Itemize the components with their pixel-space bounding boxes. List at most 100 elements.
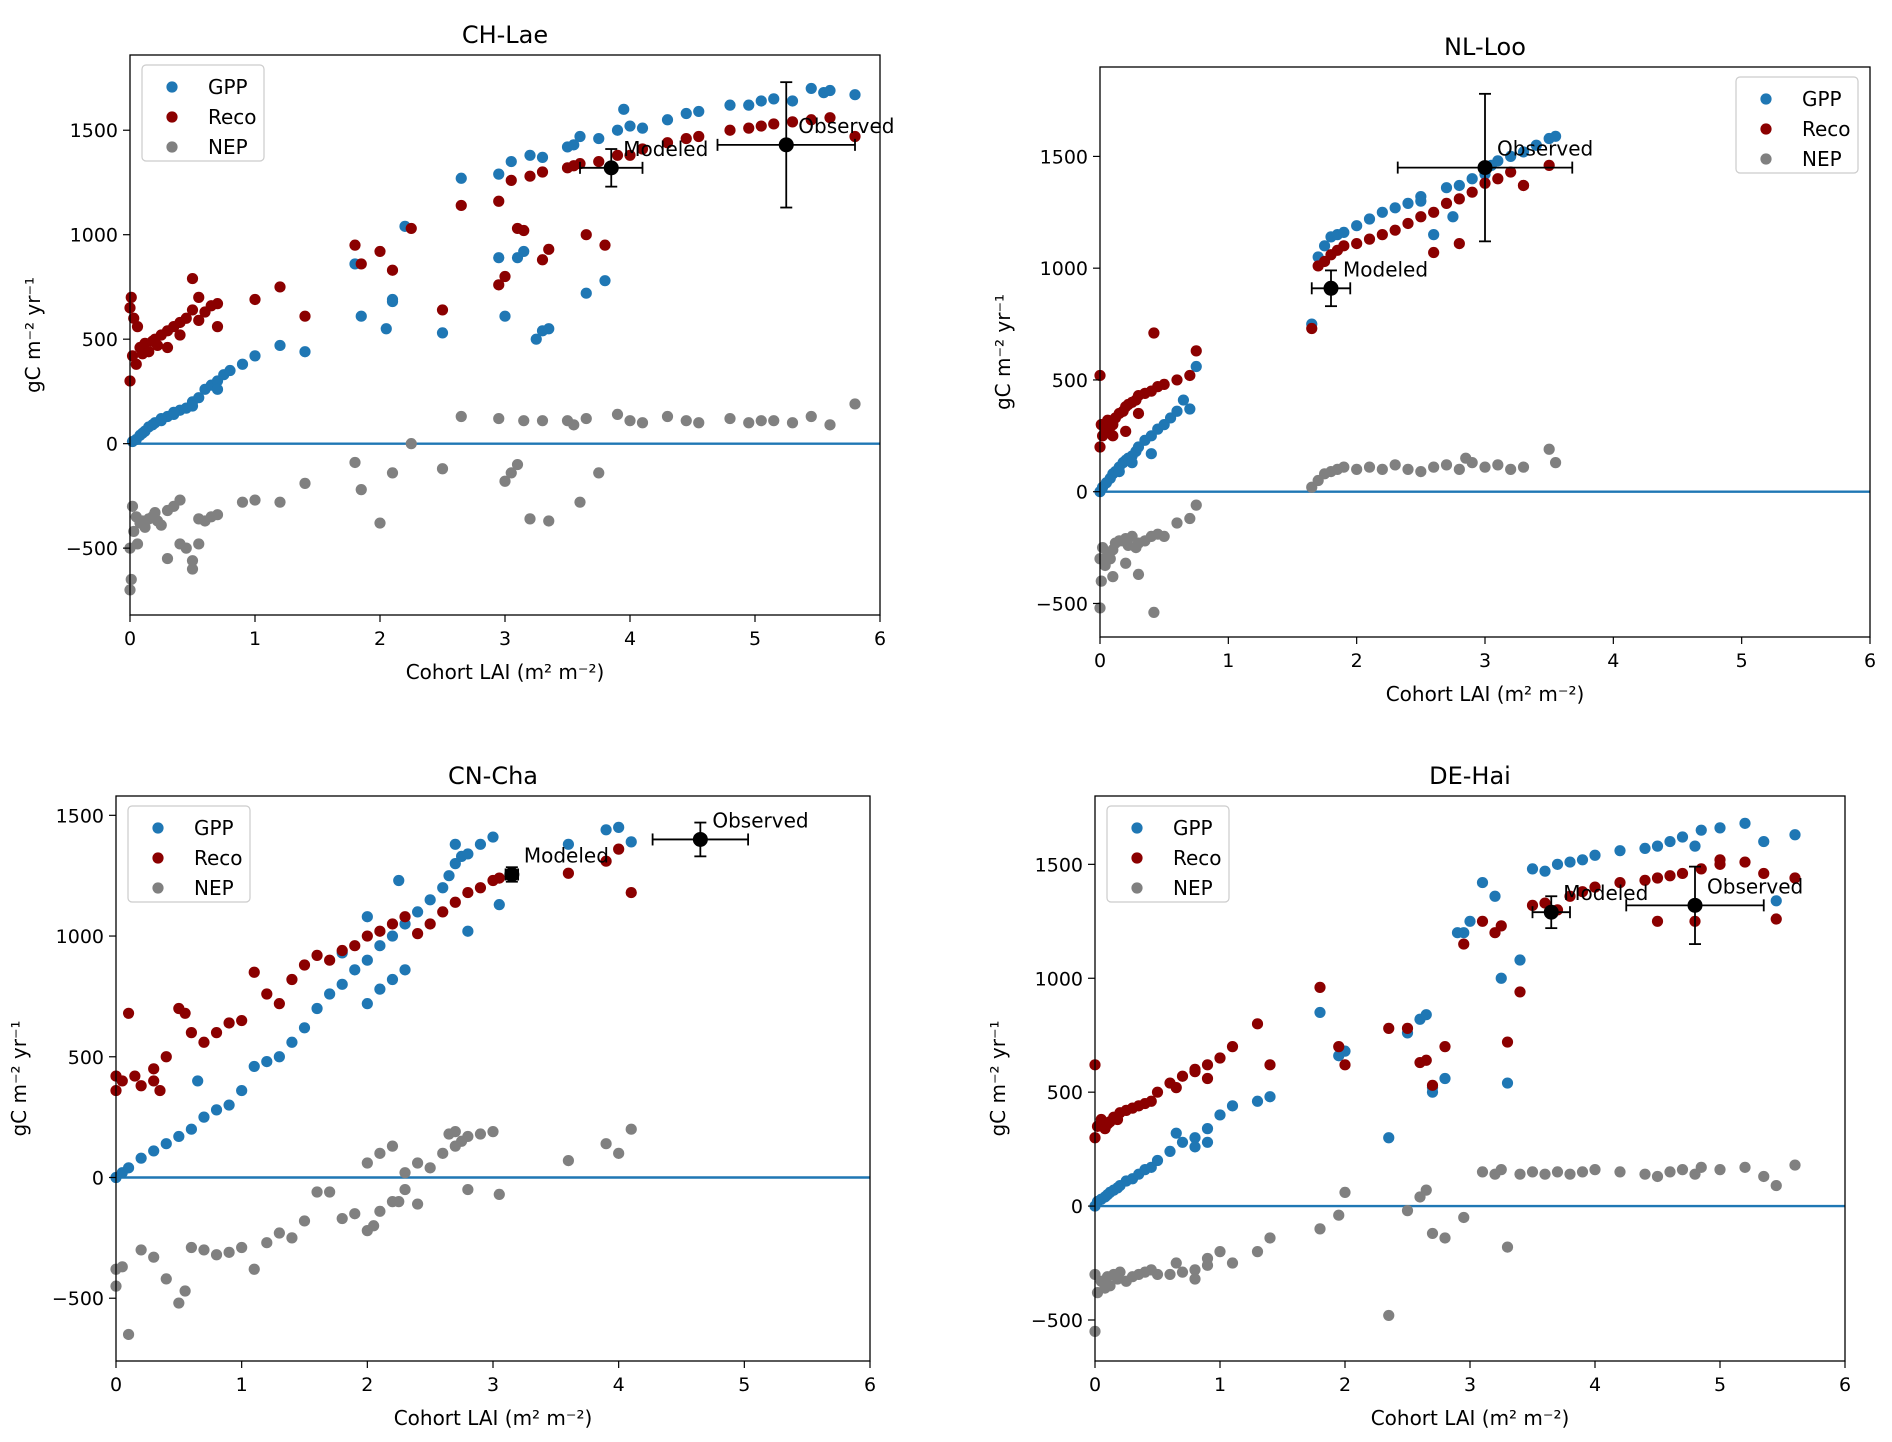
series-reco bbox=[124, 112, 861, 387]
y-tick-label: 500 bbox=[68, 1047, 104, 1069]
data-point-reco bbox=[755, 120, 767, 132]
data-point-nep bbox=[1314, 1223, 1326, 1235]
data-point-gpp bbox=[236, 1084, 248, 1097]
annotation-label: Observed bbox=[712, 808, 808, 832]
data-point-reco bbox=[613, 843, 625, 855]
data-point-reco bbox=[1251, 1018, 1264, 1030]
legend-label-reco: Reco bbox=[1802, 117, 1851, 141]
x-axis-label-text: Cohort LAI bbox=[406, 660, 511, 684]
data-point-reco bbox=[1614, 876, 1626, 889]
data-point-gpp bbox=[186, 400, 199, 412]
data-point-nep bbox=[1104, 1280, 1116, 1292]
data-point-gpp bbox=[462, 925, 474, 937]
data-point-gpp bbox=[399, 964, 411, 976]
data-point-gpp bbox=[1695, 824, 1707, 836]
data-point-nep bbox=[126, 500, 139, 512]
annotation-modeled: Modeled bbox=[504, 843, 609, 883]
data-point-gpp bbox=[493, 899, 505, 911]
data-point-nep bbox=[1251, 1246, 1264, 1258]
data-point-nep bbox=[505, 467, 517, 479]
data-point-gpp bbox=[286, 1036, 298, 1048]
data-point-gpp bbox=[1514, 954, 1526, 966]
data-point-reco bbox=[405, 222, 417, 235]
data-point-nep bbox=[493, 412, 505, 425]
x-tick-label: 1 bbox=[1214, 1374, 1226, 1396]
data-point-nep bbox=[455, 410, 467, 423]
x-tick-label: 1 bbox=[1222, 650, 1234, 672]
data-point-reco bbox=[1306, 322, 1318, 335]
x-tick-label: 0 bbox=[1089, 1374, 1101, 1396]
x-tick-label: 3 bbox=[1479, 650, 1491, 672]
annotation-label: Modeled bbox=[1563, 881, 1648, 905]
data-point-gpp bbox=[1170, 1127, 1182, 1139]
x-tick-label: 5 bbox=[1736, 650, 1748, 672]
data-point-reco bbox=[1564, 890, 1576, 902]
data-point-gpp bbox=[1589, 849, 1601, 861]
data-point-reco bbox=[174, 329, 186, 341]
data-point-nep bbox=[1339, 1186, 1351, 1199]
data-point-nep bbox=[1415, 465, 1427, 478]
y-tick-label: 0 bbox=[1076, 482, 1088, 504]
data-point-reco bbox=[349, 239, 361, 251]
data-point-gpp bbox=[1389, 202, 1401, 214]
data-point-nep bbox=[361, 1157, 373, 1169]
data-point-reco bbox=[193, 291, 205, 303]
data-point-nep bbox=[1492, 459, 1504, 471]
data-point-reco bbox=[1453, 193, 1465, 205]
legend-marker-reco bbox=[1131, 852, 1143, 864]
x-tick-label: 0 bbox=[124, 628, 136, 650]
data-point-reco bbox=[148, 1063, 160, 1075]
data-point-reco bbox=[849, 130, 861, 143]
data-point-reco bbox=[154, 1084, 166, 1097]
data-point-reco bbox=[374, 245, 386, 258]
data-point-reco bbox=[562, 867, 575, 879]
data-point-nep bbox=[412, 1198, 424, 1210]
data-point-gpp bbox=[487, 831, 499, 843]
data-point-reco bbox=[273, 998, 285, 1010]
x-axis-label-text: Cohort LAI bbox=[1386, 682, 1491, 706]
data-point-reco bbox=[1495, 920, 1507, 932]
data-point-gpp bbox=[437, 882, 449, 894]
data-point-gpp bbox=[743, 99, 755, 111]
data-point-reco bbox=[1651, 915, 1664, 927]
data-point-reco bbox=[1145, 1095, 1157, 1107]
data-point-gpp bbox=[1164, 1145, 1176, 1158]
data-point-reco bbox=[1190, 345, 1202, 357]
data-point-gpp bbox=[449, 858, 461, 870]
data-point-reco bbox=[824, 112, 836, 124]
data-point-reco bbox=[1339, 1059, 1351, 1071]
y-tick-label: 1000 bbox=[1040, 258, 1088, 280]
data-point-nep bbox=[462, 1130, 474, 1143]
data-point-nep bbox=[805, 410, 817, 423]
data-point-reco bbox=[1402, 217, 1414, 230]
data-point-nep bbox=[1739, 1161, 1751, 1173]
data-point-gpp bbox=[1549, 130, 1562, 142]
data-point-nep bbox=[1639, 1168, 1651, 1180]
data-point-nep bbox=[1589, 1164, 1601, 1176]
annotation-marker bbox=[504, 866, 520, 882]
data-point-nep bbox=[1458, 1211, 1470, 1224]
data-point-nep bbox=[600, 1138, 612, 1150]
y-tick-label: 1500 bbox=[1040, 146, 1088, 168]
x-tick-label: 6 bbox=[864, 1374, 876, 1396]
data-point-gpp bbox=[1447, 211, 1459, 223]
legend-label-nep: NEP bbox=[1173, 876, 1213, 900]
data-point-reco bbox=[211, 298, 224, 310]
data-point-gpp bbox=[599, 275, 611, 287]
data-point-reco bbox=[1453, 237, 1465, 250]
data-point-reco bbox=[1526, 899, 1539, 911]
data-point-reco bbox=[274, 281, 286, 293]
data-point-nep bbox=[680, 415, 692, 427]
annotation-label: Observed bbox=[1707, 874, 1803, 898]
annotation-label: Observed bbox=[798, 114, 894, 138]
data-point-gpp bbox=[424, 894, 436, 906]
data-point-nep bbox=[449, 1126, 461, 1138]
data-point-reco bbox=[805, 114, 817, 126]
data-point-nep bbox=[210, 1249, 223, 1261]
data-point-reco bbox=[386, 918, 399, 930]
y-tick-label: 1500 bbox=[70, 120, 118, 142]
data-point-nep bbox=[299, 477, 311, 489]
data-point-reco bbox=[743, 122, 755, 134]
data-point-nep bbox=[487, 1126, 499, 1138]
data-point-nep bbox=[593, 467, 605, 479]
